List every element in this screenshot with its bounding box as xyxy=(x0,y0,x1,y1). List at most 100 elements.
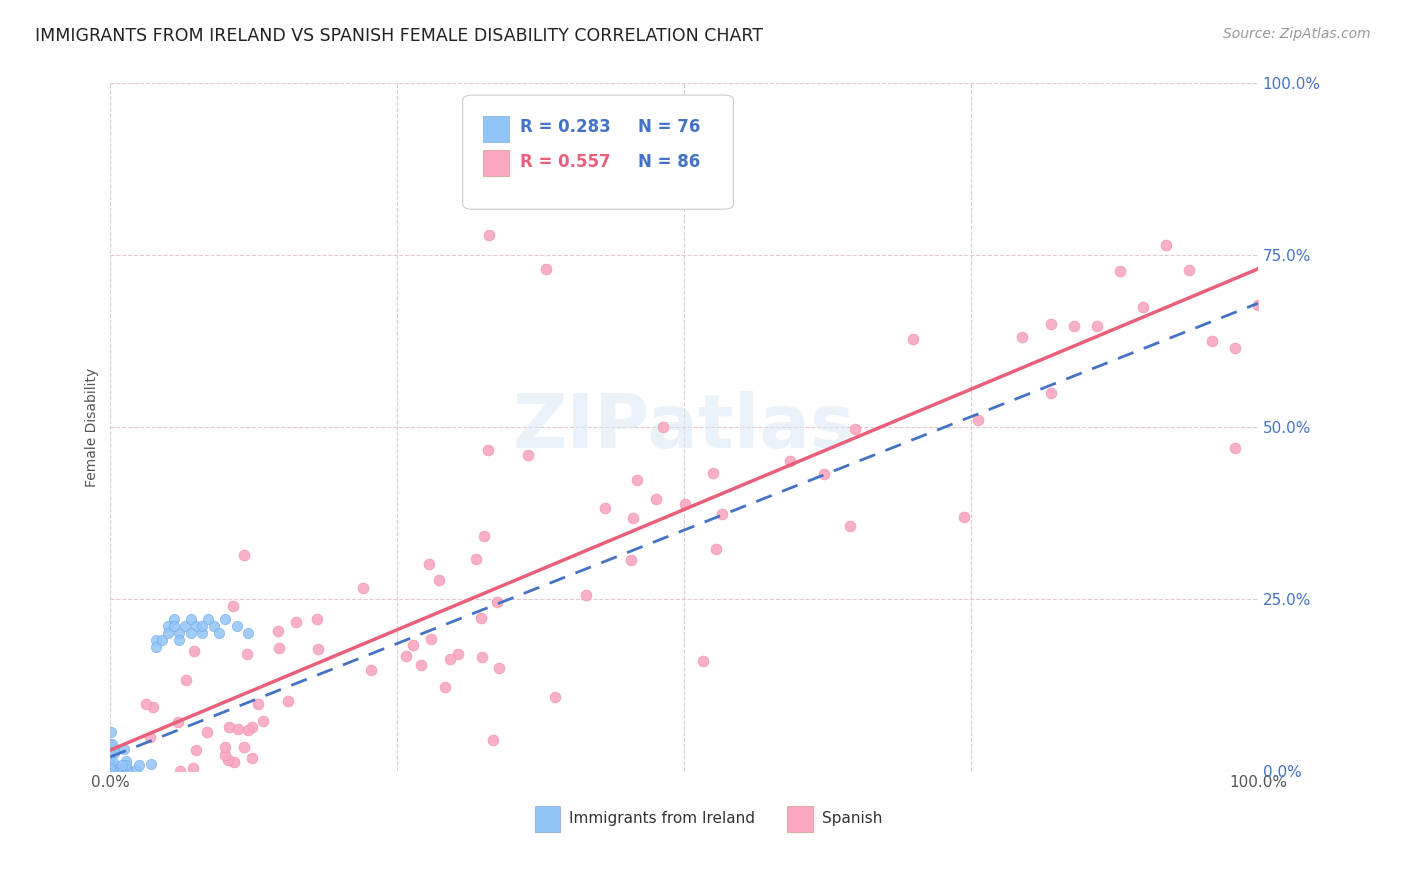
Point xyxy=(100,762,122,776)
Point xyxy=(100,760,122,774)
Point xyxy=(110,758,132,772)
Point xyxy=(100,763,122,777)
Point xyxy=(1109,263,1132,277)
Point xyxy=(100,764,122,778)
Point xyxy=(433,680,456,694)
Point xyxy=(252,714,274,729)
Point xyxy=(186,619,208,633)
Point xyxy=(418,557,440,571)
Point xyxy=(142,700,165,714)
Point xyxy=(166,714,188,729)
Point xyxy=(214,739,236,754)
Point xyxy=(225,619,247,633)
Point xyxy=(1178,263,1201,277)
Point xyxy=(100,763,122,777)
Point xyxy=(112,764,135,778)
Point xyxy=(180,626,202,640)
Point xyxy=(100,764,122,778)
Point xyxy=(704,542,727,557)
Point xyxy=(692,654,714,668)
Point xyxy=(214,612,236,626)
Point xyxy=(844,422,866,436)
Text: R = 0.283: R = 0.283 xyxy=(520,119,610,136)
Point xyxy=(191,619,214,633)
Point xyxy=(1201,334,1223,348)
Point xyxy=(114,754,136,768)
Point xyxy=(305,612,328,626)
Point xyxy=(1223,342,1246,356)
Point xyxy=(488,661,510,675)
Text: Source: ZipAtlas.com: Source: ZipAtlas.com xyxy=(1223,27,1371,41)
Point xyxy=(162,619,184,633)
Point xyxy=(105,764,128,778)
Point xyxy=(623,511,645,525)
Point xyxy=(232,740,254,755)
Point xyxy=(1154,238,1177,252)
Point xyxy=(1040,386,1063,401)
Point xyxy=(472,529,495,543)
Point xyxy=(208,626,231,640)
Point xyxy=(183,644,205,658)
Point xyxy=(108,762,131,776)
Point xyxy=(217,752,239,766)
Point xyxy=(110,762,132,776)
Point xyxy=(100,762,122,776)
Point xyxy=(402,638,425,652)
Point xyxy=(100,764,122,778)
Point xyxy=(240,751,263,765)
Point xyxy=(145,633,167,648)
Point xyxy=(486,595,509,609)
Point xyxy=(100,756,122,771)
Point xyxy=(100,763,122,777)
Point xyxy=(104,762,127,776)
Point xyxy=(101,761,124,775)
Point xyxy=(236,626,259,640)
Point xyxy=(100,761,122,775)
Point xyxy=(100,757,122,772)
Point xyxy=(101,762,124,776)
Point xyxy=(112,742,135,756)
Point xyxy=(395,649,418,664)
Point xyxy=(352,581,374,595)
Point xyxy=(174,619,197,633)
Point xyxy=(224,755,246,769)
Point xyxy=(478,227,501,242)
Point xyxy=(100,762,122,776)
Point xyxy=(477,443,499,458)
Point xyxy=(702,467,724,481)
Point xyxy=(124,763,146,777)
Point xyxy=(100,762,122,776)
Point xyxy=(174,673,197,687)
Point xyxy=(100,762,122,776)
Point xyxy=(104,763,127,777)
Point xyxy=(103,762,125,776)
Point xyxy=(101,759,124,773)
Point xyxy=(202,619,225,633)
Point xyxy=(100,737,122,751)
Point xyxy=(197,612,219,626)
Bar xyxy=(534,806,560,832)
Point xyxy=(104,761,127,775)
Point xyxy=(150,633,173,648)
Point xyxy=(236,723,259,737)
Point xyxy=(673,497,696,511)
Text: N = 76: N = 76 xyxy=(638,119,700,136)
Point xyxy=(100,764,122,778)
Point xyxy=(267,624,290,638)
Point xyxy=(595,501,617,516)
Point xyxy=(135,697,157,711)
Point xyxy=(128,758,150,772)
Point xyxy=(901,332,924,346)
Point xyxy=(439,652,461,666)
Point xyxy=(110,762,132,776)
Point xyxy=(953,510,976,524)
Point xyxy=(214,747,236,762)
Point xyxy=(1132,300,1154,314)
Point xyxy=(181,760,204,774)
Point xyxy=(228,723,250,737)
Point xyxy=(156,626,179,640)
Point xyxy=(779,454,801,468)
Point xyxy=(240,720,263,734)
Point xyxy=(645,492,668,507)
Point xyxy=(167,626,190,640)
